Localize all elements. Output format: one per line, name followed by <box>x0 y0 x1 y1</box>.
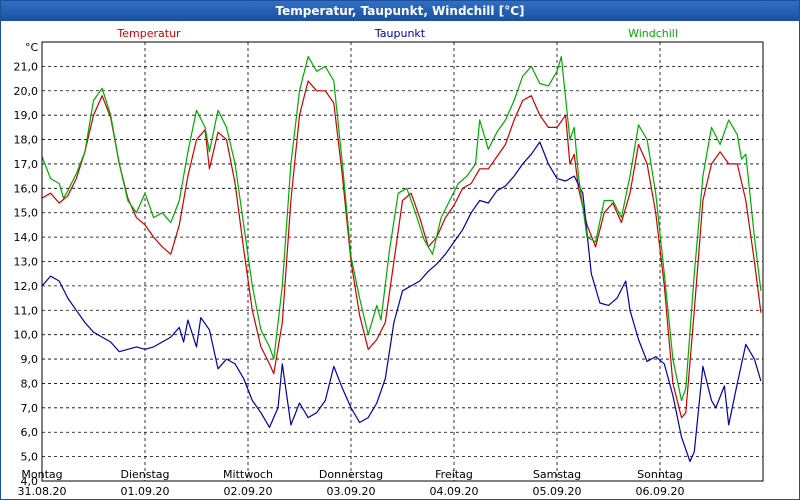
y-tick-label: 5,0 <box>21 451 39 464</box>
y-tick-label: 12,0 <box>14 280 39 293</box>
y-tick-label: 19,0 <box>14 109 39 122</box>
x-tick-date: 03.09.20 <box>327 485 376 498</box>
series-line-taupunkt <box>41 141 762 463</box>
plot-frame <box>41 41 764 482</box>
y-tick-label: 6,0 <box>21 426 39 439</box>
y-tick-label: 16,0 <box>14 182 39 195</box>
y-tick-label: 17,0 <box>14 158 39 171</box>
y-tick-label: 11,0 <box>14 304 39 317</box>
legend-temperatur: Temperatur <box>116 27 181 40</box>
x-tick-day: Dienstag <box>120 468 169 481</box>
chart-canvas: °C Temperatur Taupunkt Windchill 4,0 5,0 6… <box>14 27 764 498</box>
x-tick-date: 05.09.20 <box>533 485 582 498</box>
x-tick-date: 06.09.20 <box>636 485 685 498</box>
y-tick-label: 7,0 <box>21 402 39 415</box>
x-tick-date: 01.09.20 <box>121 485 170 498</box>
y-tick-label: 21,0 <box>14 60 39 73</box>
y-tick-label: 4,0 <box>21 475 39 488</box>
y-tick-label: 15,0 <box>14 207 39 220</box>
y-tick-label: 8,0 <box>21 377 39 390</box>
y-tick-label: 13,0 <box>14 256 39 269</box>
series-line-temperatur <box>41 80 762 419</box>
y-axis-label: °C <box>25 41 39 54</box>
y-tick-label: 10,0 <box>14 329 39 342</box>
x-tick-date: 31.08.20 <box>18 485 67 498</box>
legend-taupunkt: Taupunkt <box>374 27 426 40</box>
y-tick-label: 14,0 <box>14 231 39 244</box>
x-tick-day: Donnerstag <box>319 468 383 481</box>
window-title: Temperatur, Taupunkt, Windchill [°C] <box>1 1 799 21</box>
y-tick-label: 20,0 <box>14 85 39 98</box>
x-tick-day: Montag <box>21 468 62 481</box>
x-tick-date: 04.09.20 <box>430 485 479 498</box>
x-tick-date: 02.09.20 <box>224 485 273 498</box>
x-tick-day: Sonntag <box>637 468 683 481</box>
x-tick-day: Freitag <box>435 468 473 481</box>
y-tick-label: 9,0 <box>21 353 39 366</box>
series-line-windchill <box>41 55 762 402</box>
x-tick-day: Samstag <box>533 468 581 481</box>
x-tick-day: Mittwoch <box>223 468 273 481</box>
legend-windchill: Windchill <box>628 27 678 40</box>
y-tick-label: 18,0 <box>14 134 39 147</box>
